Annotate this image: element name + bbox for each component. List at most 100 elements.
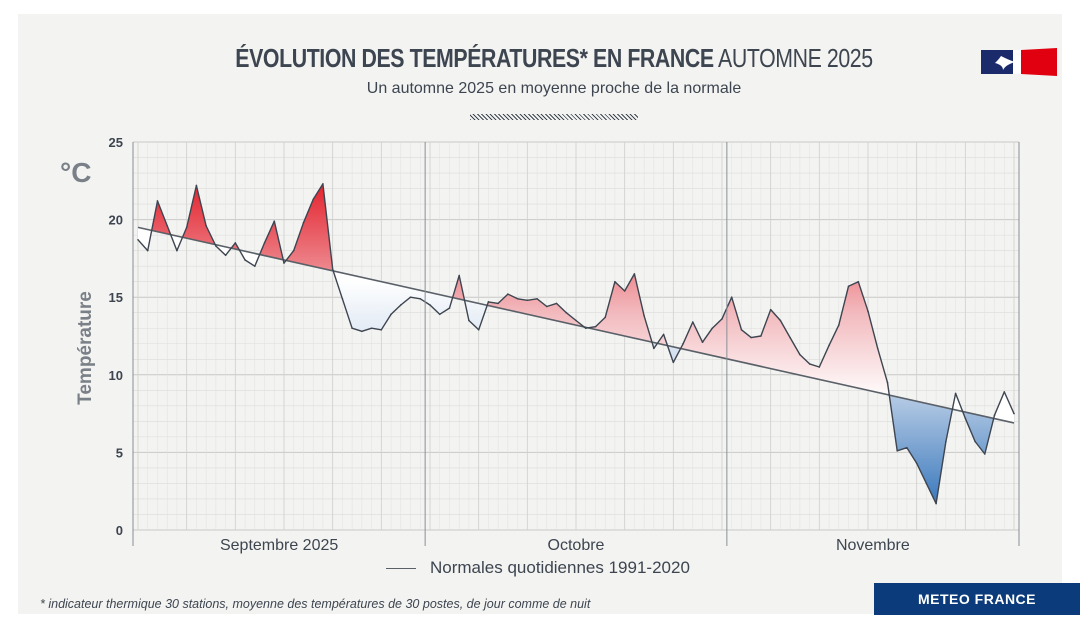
data-point-day-33 (448, 307, 451, 309)
data-point-day-87 (974, 440, 976, 443)
data-point-day-7 (195, 184, 198, 187)
data-point-day-58 (692, 321, 694, 323)
data-point-day-49 (604, 316, 606, 319)
data-point-day-36 (477, 328, 480, 331)
axes: 0 5 10 15 20 25 Septembre 2025 Octobre Novembre (109, 135, 1020, 554)
data-point-day-82 (925, 482, 928, 485)
data-point-day-42 (536, 297, 538, 300)
footnote: * indicateur thermique 30 stations, moye… (40, 597, 591, 611)
data-point-day-68 (789, 336, 791, 339)
data-point-day-12 (244, 259, 246, 261)
data-point-day-51 (623, 290, 626, 292)
data-point-day-48 (594, 325, 597, 328)
decorative-hatch (470, 114, 638, 120)
data-point-day-80 (906, 446, 908, 449)
y-axis-label: Température (75, 291, 96, 405)
data-point-day-20 (322, 183, 324, 185)
data-point-day-83 (935, 502, 937, 505)
y-tick-label-20: 20 (109, 213, 123, 228)
series-lines (137, 183, 1015, 505)
chart-subtitle: Un automne 2025 en moyenne proche de la … (366, 80, 742, 97)
data-point-day-21 (331, 268, 334, 271)
data-point-day-22 (341, 297, 344, 300)
legend-normal-label: Normales quotidiennes 1991-2020 (430, 558, 690, 577)
data-point-day-73 (838, 324, 840, 326)
y-tick-label-10: 10 (109, 368, 123, 383)
meteo-france-logo: METEO FRANCE (874, 583, 1080, 615)
data-point-day-88 (984, 453, 986, 455)
data-point-day-26 (380, 328, 383, 331)
data-point-day-18 (302, 221, 305, 224)
republic-flag-logo (981, 48, 1057, 76)
data-point-day-25 (370, 327, 373, 330)
anomaly-fills (138, 183, 1014, 504)
data-point-day-89 (993, 414, 996, 416)
data-point-day-52 (633, 273, 636, 275)
data-point-day-70 (808, 363, 811, 365)
title-bold: ÉVOLUTION DES TEMPÉRATURES* EN FRANCE (235, 43, 714, 73)
data-point-day-16 (283, 262, 285, 264)
data-point-day-37 (487, 301, 490, 303)
data-point-day-67 (779, 319, 782, 322)
data-point-day-78 (886, 381, 889, 384)
data-point-day-15 (273, 220, 276, 222)
data-point-day-60 (711, 327, 714, 330)
data-point-day-34 (458, 274, 461, 277)
data-point-day-69 (799, 353, 801, 356)
normal-line (137, 226, 1015, 424)
data-point-day-19 (312, 198, 315, 201)
data-point-day-32 (438, 313, 441, 316)
y-tick-label-5: 5 (116, 445, 123, 460)
data-point-day-63 (740, 328, 743, 331)
title-light: AUTOMNE 2025 (718, 43, 873, 73)
data-point-day-47 (584, 327, 587, 330)
data-point-day-71 (818, 366, 821, 368)
data-point-day-90 (1003, 391, 1006, 393)
data-point-day-39 (507, 293, 509, 295)
data-point-day-3 (156, 200, 159, 202)
x-month-label-1: Octobre (548, 537, 605, 554)
data-point-day-66 (769, 308, 772, 311)
data-point-day-76 (867, 310, 869, 312)
data-point-day-75 (857, 280, 860, 283)
data-point-day-57 (682, 342, 684, 345)
data-point-day-45 (565, 311, 568, 314)
data-point-day-62 (730, 296, 733, 299)
data-point-day-44 (555, 302, 558, 305)
data-point-day-74 (847, 285, 850, 288)
legend-line-swatch (386, 567, 416, 570)
data-point-day-28 (400, 304, 402, 306)
data-point-day-31 (429, 304, 431, 306)
data-point-day-17 (292, 249, 295, 252)
data-point-day-10 (224, 254, 227, 257)
y-tick-label-15: 15 (109, 290, 123, 305)
data-point-day-27 (390, 313, 392, 316)
data-point-day-64 (750, 336, 752, 339)
data-point-day-14 (263, 242, 266, 244)
data-point-day-40 (516, 297, 519, 300)
data-point-day-30 (419, 297, 422, 300)
y-tick-label-0: 0 (116, 523, 123, 538)
data-point-day-72 (828, 344, 830, 347)
data-point-day-54 (653, 347, 655, 350)
data-point-day-61 (721, 318, 723, 320)
data-point-day-23 (351, 327, 353, 330)
data-point-day-41 (526, 299, 529, 302)
data-point-day-79 (896, 450, 898, 452)
data-point-day-29 (409, 296, 412, 299)
data-point-day-4 (166, 225, 168, 227)
data-point-day-8 (205, 225, 207, 227)
x-month-label-2: Novembre (836, 537, 910, 554)
data-point-day-2 (146, 249, 149, 252)
data-point-day-55 (662, 333, 665, 336)
y-unit-label: °C (60, 157, 91, 188)
chart-title: ÉVOLUTION DES TEMPÉRATURES* EN FRANCE AU… (100, 43, 1009, 74)
data-point-day-46 (575, 319, 577, 322)
data-point-day-43 (546, 305, 548, 308)
data-point-day-6 (185, 226, 188, 229)
grid (133, 141, 1019, 531)
data-point-day-77 (876, 347, 879, 350)
data-point-day-11 (234, 242, 237, 244)
data-point-day-24 (361, 330, 363, 333)
data-point-day-50 (614, 280, 616, 283)
